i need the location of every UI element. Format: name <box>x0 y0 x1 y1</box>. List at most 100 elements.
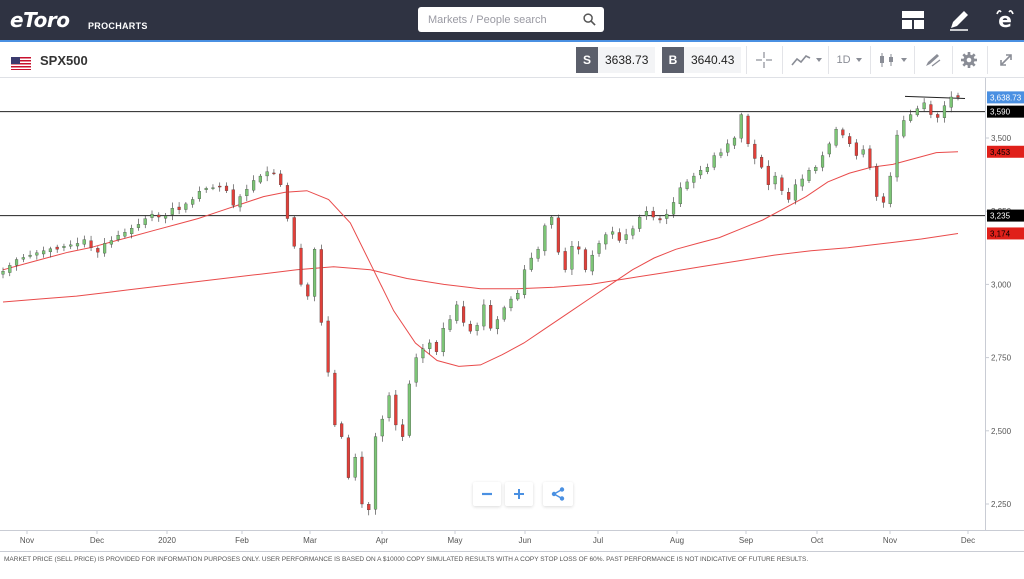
price-label-box <box>987 105 1024 118</box>
toolbar-divider <box>746 46 747 74</box>
candle-body <box>699 170 703 176</box>
candle-body <box>163 215 168 219</box>
toolbar-divider <box>828 46 829 74</box>
candle-body <box>834 129 838 146</box>
pencil-icon[interactable] <box>946 7 972 33</box>
chevron-down-icon <box>900 58 907 62</box>
candle-body <box>570 246 574 270</box>
candle <box>21 254 25 263</box>
search-box[interactable] <box>418 7 604 32</box>
candle <box>936 112 940 123</box>
candle <box>577 241 581 255</box>
candles-button[interactable] <box>874 47 910 73</box>
zoom-out-button[interactable] <box>473 482 501 506</box>
etoro-logo[interactable]: eToro <box>10 8 70 32</box>
candle <box>123 228 127 239</box>
candle <box>1 267 5 279</box>
candle <box>35 250 39 260</box>
candle-body <box>394 394 398 426</box>
x-tick-label: Feb <box>235 536 249 545</box>
candle-body <box>367 504 371 511</box>
candle <box>543 223 547 256</box>
candle <box>265 166 269 182</box>
candle <box>292 215 296 249</box>
candle <box>583 247 588 273</box>
candle <box>495 316 500 335</box>
candle-body <box>421 348 425 359</box>
share-button[interactable] <box>543 482 573 506</box>
candle <box>197 186 201 202</box>
candle <box>712 152 716 171</box>
candle-body <box>773 175 777 185</box>
fullscreen-button[interactable] <box>992 47 1020 73</box>
candle <box>224 182 229 193</box>
buy-price-button[interactable]: B 3640.43 <box>662 47 742 73</box>
candle <box>956 92 960 101</box>
drawing-tools-button[interactable] <box>918 47 948 73</box>
y-tick-label: 2,750 <box>991 354 1012 363</box>
price-label-text: 3,453 <box>990 148 1011 157</box>
candle-body <box>285 185 290 219</box>
candle <box>136 218 141 231</box>
candle-body <box>936 114 940 118</box>
candle <box>489 300 493 331</box>
candle-body <box>455 304 459 321</box>
candle <box>218 182 222 192</box>
candle-body <box>340 423 344 437</box>
candle <box>922 98 926 112</box>
candle <box>881 193 886 208</box>
candle <box>116 230 120 242</box>
candle-body <box>692 175 696 183</box>
x-tick-label: May <box>447 536 462 545</box>
candle <box>177 202 181 215</box>
candle <box>671 197 676 218</box>
search-input[interactable] <box>418 7 578 32</box>
crosshair-icon <box>756 52 772 68</box>
candle <box>258 173 262 184</box>
etoro-e-icon[interactable]: e <box>992 7 1018 33</box>
chart-canvas[interactable]: 2,2502,5002,7503,0003,2503,500NovDec2020… <box>0 78 1024 550</box>
candle <box>468 320 472 334</box>
search-icon[interactable] <box>583 13 596 26</box>
candle-body <box>956 95 960 98</box>
layout-icon[interactable] <box>900 7 926 33</box>
candle <box>387 392 391 422</box>
candle <box>170 202 174 221</box>
candle-body <box>909 114 913 121</box>
crosshair-button[interactable] <box>750 47 778 73</box>
candle <box>631 225 635 240</box>
candle <box>353 453 357 481</box>
candle <box>509 296 513 312</box>
line-chart-icon <box>790 55 810 66</box>
y-tick-label: 3,000 <box>991 280 1012 289</box>
price-label-box <box>987 209 1024 222</box>
candle <box>231 184 235 209</box>
candle-body <box>279 173 283 185</box>
candle-body <box>739 114 743 139</box>
candle <box>14 257 19 271</box>
candle <box>238 194 242 212</box>
candle <box>766 160 770 191</box>
candle <box>184 202 188 213</box>
candle-body <box>800 178 804 187</box>
chart-type-button[interactable] <box>788 47 824 73</box>
interval-select[interactable]: 1D <box>832 47 866 73</box>
candle <box>394 389 398 431</box>
gear-icon <box>961 52 977 68</box>
candle-body <box>136 224 141 228</box>
chevron-down-icon <box>815 58 822 62</box>
disclaimer-text: MARKET PRICE (SELL PRICE) IS PROVIDED FO… <box>4 556 809 563</box>
toolbar-divider <box>782 46 783 74</box>
candle-body <box>245 189 249 197</box>
candle-body <box>8 265 12 273</box>
instrument-symbol[interactable]: SPX500 <box>40 53 88 68</box>
price-chart[interactable]: 2,2502,5002,7503,0003,2503,500NovDec2020… <box>0 78 1024 550</box>
candle <box>726 139 730 157</box>
candle-body <box>75 243 80 247</box>
sell-price-button[interactable]: S 3638.73 <box>576 47 656 73</box>
x-tick-label: Mar <box>303 536 317 545</box>
zoom-in-button[interactable] <box>505 482 533 506</box>
candle-body <box>888 175 892 204</box>
candle-body <box>218 185 222 188</box>
settings-button[interactable] <box>955 47 983 73</box>
